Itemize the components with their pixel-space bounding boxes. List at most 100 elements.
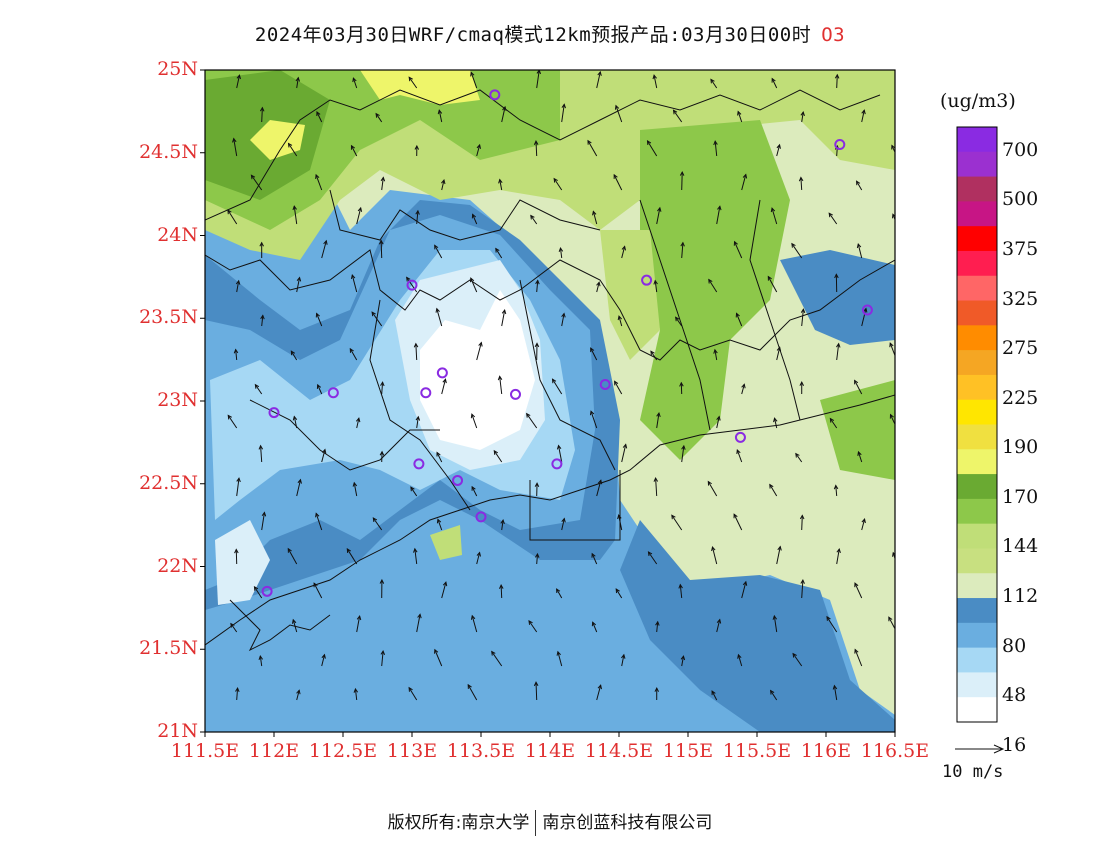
wind-arrow [471, 486, 478, 497]
wind-arrow [233, 138, 238, 157]
wind-arrow-head [352, 481, 358, 487]
wind-arrow-head [922, 449, 926, 453]
wind-arrow [561, 104, 565, 123]
wind-arrow-head [892, 213, 895, 219]
wind-arrow-head [561, 103, 567, 109]
wind-arrow [552, 378, 563, 395]
wind-arrow [861, 518, 866, 531]
wind-arrow-head [596, 281, 601, 287]
wind-arrow-head [680, 241, 685, 247]
wind-arrow-head [535, 279, 540, 285]
wind-arrow [476, 552, 481, 565]
wind-arrow [861, 308, 867, 327]
wind-arrow [536, 70, 540, 89]
wind-arrow-head [716, 415, 721, 421]
colorbar-swatch [957, 176, 997, 202]
wind-arrow [587, 140, 598, 157]
wind-arrow-head [708, 278, 713, 284]
wind-arrow [736, 449, 743, 463]
wind-arrow [354, 688, 358, 701]
wind-arrow-head [534, 482, 540, 488]
colorbar-swatch [957, 449, 997, 475]
wind-arrow [499, 179, 503, 191]
wind-arrow-head [733, 240, 738, 246]
wind-arrow-head [227, 414, 232, 420]
x-tick-label: 115.5E [722, 740, 792, 762]
wind-arrow [553, 178, 563, 191]
wind-arrow [711, 690, 718, 701]
wind-arrow [317, 384, 323, 395]
wind-arrow [857, 451, 863, 463]
wind-arrow [561, 313, 565, 327]
wind-arrow-head [350, 273, 356, 280]
wind-arrow [535, 682, 538, 701]
colorbar-swatch [957, 622, 997, 649]
wind-arrow [470, 72, 478, 89]
colorbar-level-label: 144 [1002, 535, 1039, 558]
wind-arrow-head [536, 70, 542, 75]
wind-arrow-head [597, 70, 602, 76]
wind-arrow-head [350, 144, 355, 150]
station-marker [327, 387, 339, 399]
wind-arrow-head [442, 581, 448, 587]
wind-arrow [315, 513, 323, 531]
wind-arrow-head [742, 173, 748, 179]
wind-arrow [922, 649, 924, 666]
colorbar-swatch [957, 201, 997, 227]
wind-arrow-head [800, 308, 806, 314]
wind-arrow [922, 449, 924, 462]
wind-arrow-head [836, 547, 841, 553]
wind-arrow-head [650, 350, 655, 356]
wind-arrow-head [291, 618, 297, 624]
wind-arrow [501, 106, 506, 123]
wind-arrow-head [614, 380, 619, 386]
wind-arrow [590, 411, 598, 429]
wind-arrow [710, 79, 718, 89]
colorbar-swatch [957, 498, 997, 525]
wind-arrow [613, 174, 623, 191]
x-tick-label: 111.5E [170, 740, 240, 762]
wind-arrow [371, 311, 383, 327]
wind-arrow [734, 241, 743, 259]
station-marker [510, 388, 521, 400]
wind-arrow [501, 520, 504, 531]
wind-arrow [897, 72, 901, 88]
wind-arrow-head [470, 413, 476, 419]
wind-arrow-head [315, 512, 320, 518]
colorbar-level-label: 48 [1002, 684, 1027, 707]
wind-arrow-head [498, 178, 503, 184]
wind-arrow [897, 683, 901, 700]
x-tick-label: 115E [662, 740, 714, 762]
wind-arrow [733, 514, 743, 531]
station-marker [406, 279, 418, 291]
wind-arrow [353, 482, 358, 497]
wind-arrow-head [476, 143, 481, 149]
wind-arrow [829, 418, 838, 429]
station-marker [599, 378, 611, 390]
wind-arrow-head [379, 239, 384, 245]
wind-arrow-head [716, 618, 722, 624]
wind-arrow-head [854, 648, 859, 654]
wind-arrow-head [435, 307, 440, 313]
wind-arrow [716, 619, 721, 633]
colorbar-swatch [957, 325, 997, 351]
station-marker [475, 511, 487, 523]
wind-arrow [356, 207, 362, 225]
wind-arrow [535, 141, 538, 157]
wind-arrow-head [380, 176, 386, 182]
wind-arrow-head [470, 71, 475, 77]
colorbar-swatch [957, 275, 997, 302]
station-marker [641, 274, 653, 286]
wind-arrow-head [495, 247, 500, 253]
wind-arrow [656, 207, 661, 225]
wind-arrow [254, 586, 263, 599]
x-tick-label: 112E [248, 740, 300, 762]
footer-right: 南京创蓝科技有限公司 [542, 813, 713, 833]
admin-boundaries [205, 89, 895, 652]
wind-arrow [921, 520, 922, 530]
wind-arrow-head [889, 342, 894, 348]
wind-arrow-head [921, 247, 925, 251]
wind-arrow-head [832, 684, 838, 690]
colorbar-swatch [957, 127, 997, 153]
wind-arrow [436, 308, 443, 327]
